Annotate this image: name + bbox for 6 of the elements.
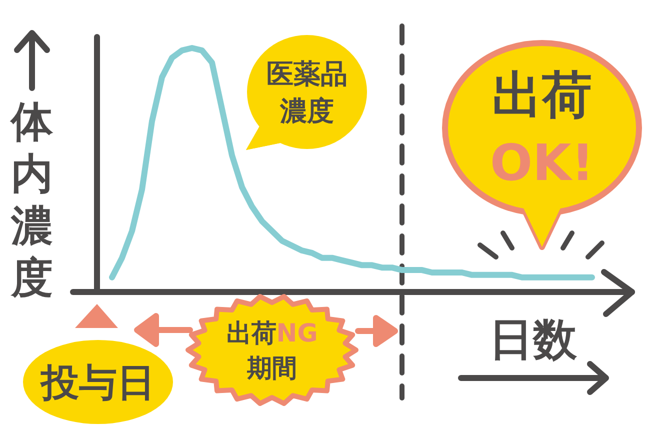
annotation: 出荷OK! bbox=[490, 66, 594, 192]
text: 出荷NG期間 bbox=[226, 318, 318, 382]
x-axis-title: 日数 bbox=[489, 314, 578, 366]
annotation: 医薬品濃度 bbox=[266, 59, 348, 128]
y-axis-title: 体内濃度 bbox=[9, 97, 54, 302]
text: 投与日 bbox=[39, 360, 155, 405]
